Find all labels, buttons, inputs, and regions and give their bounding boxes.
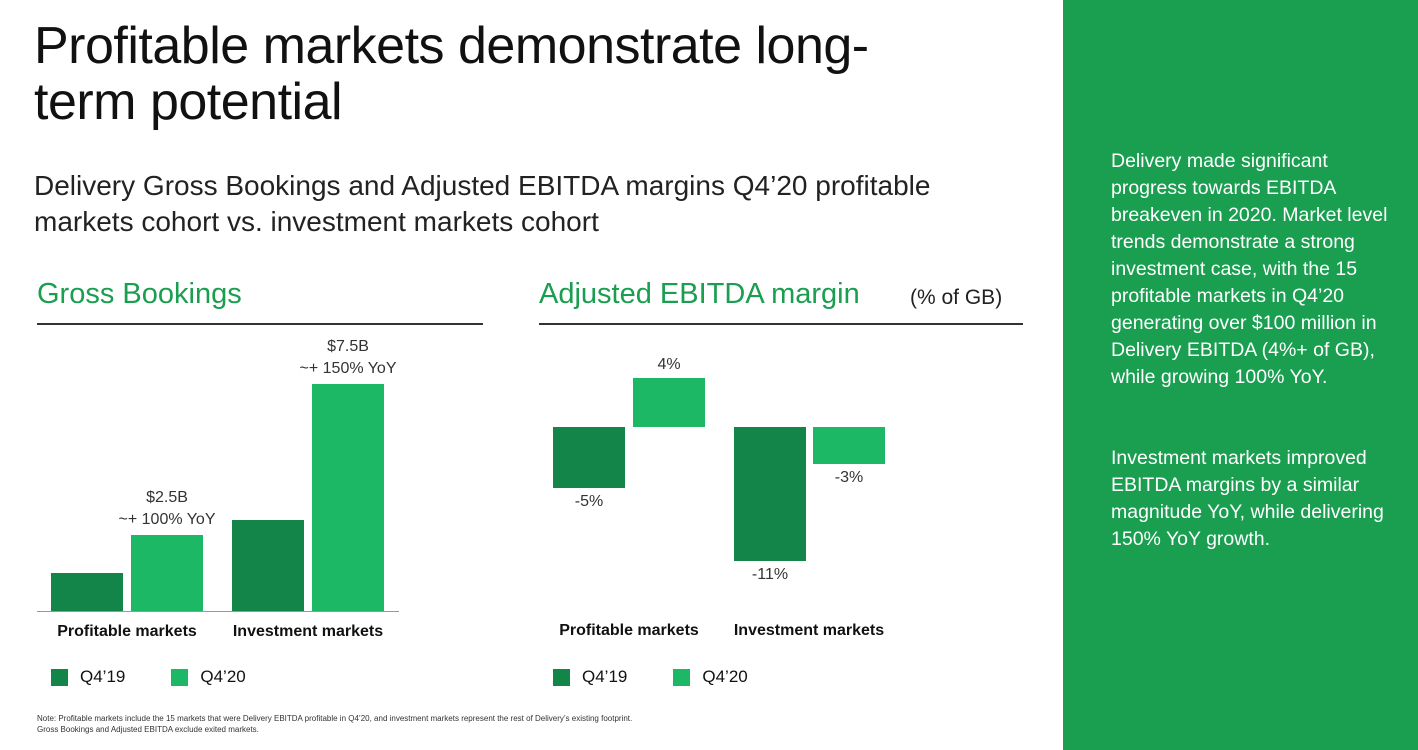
ebitda-legend: Q4’19 Q4’20 [553,667,748,687]
ebitda-value-label: -5% [574,493,604,510]
gb-bar [131,535,203,611]
footnote-line: Gross Bookings and Adjusted EBITDA exclu… [37,725,259,734]
gb-bar [51,573,123,611]
page-subtitle: Delivery Gross Bookings and Adjusted EBI… [34,170,931,237]
ebitda-bar [633,378,705,427]
footnote-line: Note: Profitable markets include the 15 … [37,714,633,723]
legend-label: Q4’19 [80,667,126,686]
gb-category-label: Investment markets [232,623,384,640]
footnote: Note: Profitable markets include the 15 … [37,713,632,735]
legend-swatch-q419 [51,668,68,686]
ebitda-chart-title: Adjusted EBITDA margin [539,278,860,310]
legend-label: Q4’20 [702,667,748,686]
ebitda-bar [734,427,806,562]
ebitda-bar [553,427,625,488]
divider [539,323,1023,325]
ebitda-value-label: -11% [751,566,789,584]
gb-category-label: Profitable markets [57,623,197,640]
gb-chart-title: Gross Bookings [37,278,242,310]
legend-label: Q4’19 [582,667,628,686]
commentary-paragraph: Delivery made significant progress towar… [1111,150,1388,388]
gb-bar [312,384,384,611]
gb-growth-label: ~+ 100% YoY [118,511,216,529]
gb-growth-label: ~+ 150% YoY [299,360,397,377]
divider [37,323,483,325]
ebitda-category-label: Investment markets [733,622,885,639]
legend-label: Q4’20 [200,667,246,686]
ebitda-value-label: -3% [834,468,864,486]
gb-bar [232,520,304,611]
page-title: Profitable markets demonstrate long-term… [34,17,869,131]
ebitda-bar [813,427,885,464]
ebitda-value-label: 4% [657,356,681,374]
ebitda-category-label: Profitable markets [559,622,699,639]
legend-swatch-q419 [553,668,570,686]
legend-swatch-q420 [673,668,691,686]
legend-swatch-q420 [171,668,189,686]
gb-legend: Q4’19 Q4’20 [51,667,246,687]
gb-value-label: $7.5B [327,338,369,355]
ebitda-unit: (% of GB) [910,286,1003,309]
commentary-paragraph: Investment markets improved EBITDA margi… [1111,447,1384,550]
gb-value-label: $2.5B [146,489,188,507]
commentary-panel: Delivery made significant progress towar… [1063,0,1418,750]
gb-x-axis [37,611,399,612]
